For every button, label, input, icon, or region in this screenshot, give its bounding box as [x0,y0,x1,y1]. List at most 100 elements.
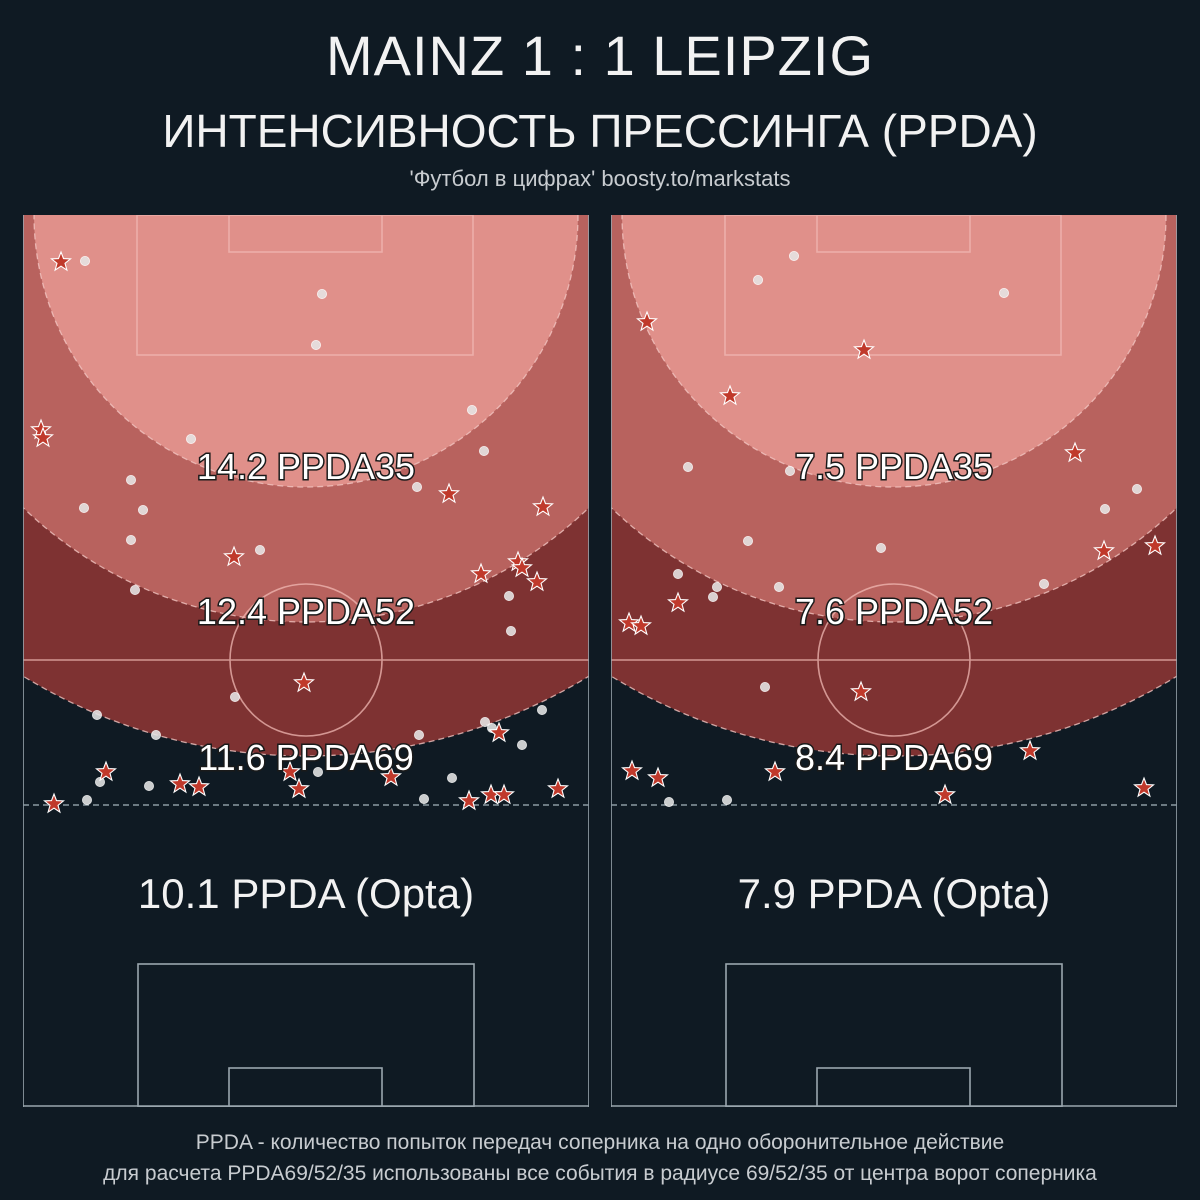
ppda35-label: 7.5 PPDA35 [795,446,993,487]
white-dot-icon [150,730,161,741]
red-star-icon [547,777,569,799]
pitch-chart-left: 14.2 PPDA35 12.4 PPDA52 11.6 PPDA69 10.1 PP… [23,215,589,1107]
pitch-markings-own-half [611,215,1177,1107]
white-dot-icon [79,502,90,513]
red-star-icon [1093,539,1115,561]
red-star-icon [293,671,315,693]
goal-box-bottom [228,1067,383,1107]
defensive-actions-stars [618,310,1166,805]
pressing-zones [23,215,589,757]
red-star-icon [50,250,72,272]
white-dot-icon [229,691,240,702]
white-dot-icon [722,795,733,806]
red-star-icon [438,482,460,504]
footer-definition: PPDA - количество попыток передач соперн… [195,1131,1005,1154]
opta-ppda-label: 7.9 PPDA (Opta) [738,870,1051,917]
white-dot-icon [144,781,155,792]
white-dot-icon [742,535,753,546]
pitch-markings-attacking-half [23,215,589,737]
white-dot-icon [505,625,516,636]
red-star-icon [488,721,510,743]
center-circle [229,583,383,737]
defensive-actions-stars [30,250,569,814]
match-title: MAINZ 1 : 1 LEIPZIG [325,24,875,87]
white-dot-icon [80,256,91,267]
white-dot-icon [773,581,784,592]
penalty-box-bottom [725,963,1063,1107]
red-star-icon [188,775,210,797]
red-star-icon [511,556,533,578]
white-dot-icon [516,740,527,751]
penalty-box-bottom [137,963,475,1107]
white-dot-icon [138,504,149,515]
white-dot-icon [418,794,429,805]
red-star-icon [850,680,872,702]
white-dot-icon [1132,483,1143,494]
red-star-icon [380,765,402,787]
pitch-markings-attacking-half [611,215,1177,737]
white-dot-icon [130,584,141,595]
white-dot-icon [752,275,763,286]
white-dot-icon [784,465,795,476]
pitch-markings-own-half [23,215,589,1107]
ppda69-label: 8.4 PPDA69 [795,737,993,778]
ppda69-label: 11.6 PPDA69 [198,737,413,778]
red-star-icon [934,783,956,805]
white-dot-icon [788,251,799,262]
pitch-panel-left: 14.2 PPDA35 12.4 PPDA52 11.6 PPDA69 10.1 PP… [23,215,589,1107]
red-star-icon [279,760,301,782]
red-star-icon [288,777,310,799]
white-dot-icon [478,445,489,456]
chart-subtitle: ИНТЕНСИВНОСТЬ ПРЕССИНГА (PPDA) [162,105,1038,157]
red-star-icon [458,789,480,811]
white-dot-icon [673,568,684,579]
red-star-icon [630,614,652,636]
white-dot-icon [708,591,719,602]
ppda-labels: 14.2 PPDA35 12.4 PPDA52 11.6 PPDA69 [195,445,416,780]
white-dot-icon [126,474,137,485]
white-dot-icon [759,681,770,692]
red-star-icon [526,570,548,592]
white-dot-icon [537,704,548,715]
opta-ppda-label: 10.1 PPDA (Opta) [138,870,474,917]
ppda-labels: 7.5 PPDA35 7.6 PPDA52 8.4 PPDA69 [793,445,994,780]
goal-box-bottom [816,1067,971,1107]
ppda52-label: 12.4 PPDA52 [197,591,415,632]
white-dot-icon [998,288,1009,299]
white-dot-icon [446,773,457,784]
red-star-icon [719,384,741,406]
pitch-chart-right: 7.5 PPDA35 7.6 PPDA52 8.4 PPDA69 7.9 PPDA (… [611,215,1177,1107]
ppda52-label: 7.6 PPDA52 [795,591,993,632]
footer-method: для расчета PPDA69/52/35 использованы вс… [103,1162,1097,1185]
zone-35 [34,215,578,487]
red-star-icon [667,591,689,613]
pitch-markings [611,215,1177,1107]
red-star-icon [95,760,117,782]
red-star-icon [532,495,554,517]
red-star-icon [1064,441,1086,463]
pitch-panel-right: 7.5 PPDA35 7.6 PPDA52 8.4 PPDA69 7.9 PPDA (… [611,215,1177,1107]
red-star-icon [621,759,643,781]
ppda35-label: 14.2 PPDA35 [197,446,415,487]
white-dot-icon [466,404,477,415]
red-star-icon [43,792,65,814]
white-dot-icon [1099,503,1110,514]
white-dot-icon [316,289,327,300]
white-dot-icon [683,461,694,472]
red-star-icon [764,760,786,782]
white-dot-icon [875,542,886,553]
red-star-icon [169,772,191,794]
white-dot-icon [312,767,323,778]
red-star-icon [636,310,658,332]
white-dot-icon [712,581,723,592]
red-star-icon [853,338,875,360]
white-dot-icon [503,590,514,601]
red-star-icon [1144,534,1166,556]
white-dot-icon [413,730,424,741]
defensive-actions-dots [664,251,1143,808]
goal-box-top [816,215,971,253]
white-dot-icon [254,544,265,555]
white-dot-icon [479,716,490,727]
red-star-icon [493,783,515,805]
